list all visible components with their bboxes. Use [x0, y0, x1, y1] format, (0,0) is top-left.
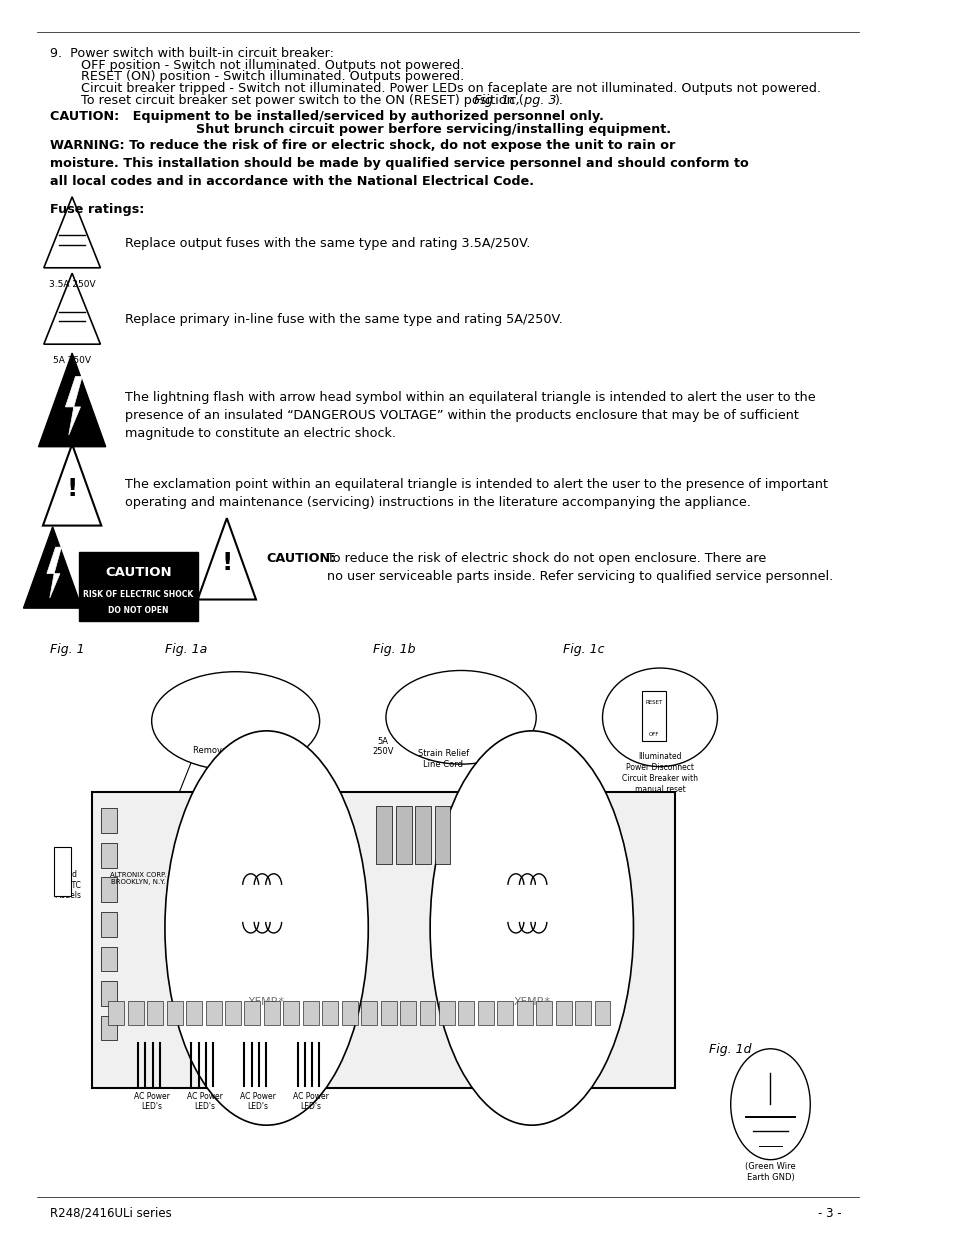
- Text: 5A 250V: 5A 250V: [53, 356, 91, 366]
- FancyBboxPatch shape: [419, 1000, 435, 1025]
- Text: - 3 -: - 3 -: [817, 1207, 841, 1219]
- Text: RISK OF ELECTRIC SHOCK: RISK OF ELECTRIC SHOCK: [83, 590, 193, 599]
- Text: XFMR*: XFMR*: [248, 997, 285, 1007]
- FancyBboxPatch shape: [395, 806, 411, 864]
- Text: Fig. 1d: Fig. 1d: [708, 1042, 750, 1056]
- Text: OFF position - Switch not illuminated. Outputs not powered.: OFF position - Switch not illuminated. O…: [81, 59, 464, 72]
- FancyBboxPatch shape: [101, 878, 117, 902]
- Ellipse shape: [730, 1049, 809, 1160]
- Text: The lightning flash with arrow head symbol within an equilateral triangle is int: The lightning flash with arrow head symb…: [125, 390, 815, 440]
- FancyBboxPatch shape: [322, 1000, 338, 1025]
- FancyBboxPatch shape: [101, 1015, 117, 1040]
- Text: AC Power
LED's: AC Power LED's: [293, 1092, 329, 1112]
- Text: ).: ).: [554, 94, 562, 106]
- Text: Shut brunch circuit power berfore servicing/installing equipment.: Shut brunch circuit power berfore servic…: [195, 124, 670, 136]
- FancyBboxPatch shape: [101, 844, 117, 868]
- FancyBboxPatch shape: [517, 1000, 532, 1025]
- Polygon shape: [66, 377, 82, 435]
- Text: Fig. 1: Fig. 1: [50, 643, 85, 656]
- FancyBboxPatch shape: [575, 1000, 591, 1025]
- Text: Used
on PTC
Models: Used on PTC Models: [54, 871, 81, 900]
- Text: CAUTION:: CAUTION:: [266, 552, 335, 566]
- Text: (Green Wire
Earth GND): (Green Wire Earth GND): [744, 1162, 795, 1182]
- FancyBboxPatch shape: [101, 809, 117, 834]
- Ellipse shape: [152, 672, 319, 771]
- Ellipse shape: [165, 731, 368, 1125]
- FancyBboxPatch shape: [264, 1000, 279, 1025]
- Text: The exclamation point within an equilateral triangle is intended to alert the us: The exclamation point within an equilate…: [125, 478, 827, 509]
- FancyBboxPatch shape: [458, 1000, 474, 1025]
- Text: Fig. 1a: Fig. 1a: [165, 643, 207, 656]
- Text: Removable Terminal
Block: Removable Terminal Block: [193, 746, 278, 766]
- Text: Fig. 1c: Fig. 1c: [562, 643, 603, 656]
- FancyBboxPatch shape: [555, 1000, 571, 1025]
- FancyBboxPatch shape: [477, 1000, 494, 1025]
- Polygon shape: [24, 527, 82, 608]
- Text: Illuminated
Power Disconnect
Circuit Breaker with
manual reset: Illuminated Power Disconnect Circuit Bre…: [621, 752, 698, 794]
- Text: Strain Relief
Line Cord: Strain Relief Line Cord: [417, 750, 469, 769]
- Text: WARNING: To reduce the risk of fire or electric shock, do not expose the unit to: WARNING: To reduce the risk of fire or e…: [50, 140, 748, 189]
- Text: Circuit breaker tripped - Switch not illuminated. Power LEDs on faceplate are no: Circuit breaker tripped - Switch not ill…: [81, 82, 821, 95]
- FancyBboxPatch shape: [147, 1000, 163, 1025]
- FancyBboxPatch shape: [128, 1000, 144, 1025]
- FancyBboxPatch shape: [101, 981, 117, 1005]
- Text: 5A
250V: 5A 250V: [373, 737, 394, 756]
- FancyBboxPatch shape: [415, 806, 431, 864]
- FancyBboxPatch shape: [244, 1000, 260, 1025]
- Text: CAUTION: CAUTION: [105, 566, 172, 579]
- FancyBboxPatch shape: [167, 1000, 182, 1025]
- Ellipse shape: [602, 668, 717, 767]
- Text: RESET (ON) position - Switch illuminated. Outputs powered.: RESET (ON) position - Switch illuminated…: [81, 70, 464, 84]
- FancyBboxPatch shape: [225, 1000, 241, 1025]
- Ellipse shape: [430, 731, 633, 1125]
- Ellipse shape: [386, 671, 536, 764]
- FancyBboxPatch shape: [361, 1000, 376, 1025]
- FancyBboxPatch shape: [594, 1000, 610, 1025]
- FancyBboxPatch shape: [101, 946, 117, 971]
- FancyBboxPatch shape: [302, 1000, 318, 1025]
- Text: AC Power
LED's: AC Power LED's: [187, 1092, 222, 1112]
- FancyBboxPatch shape: [101, 911, 117, 936]
- Text: DO NOT OPEN: DO NOT OPEN: [108, 606, 169, 615]
- Text: Fuse ratings:: Fuse ratings:: [50, 204, 144, 216]
- Text: Fig. 1c, pg. 3: Fig. 1c, pg. 3: [474, 94, 557, 106]
- FancyBboxPatch shape: [186, 1000, 202, 1025]
- FancyBboxPatch shape: [92, 793, 675, 1088]
- FancyBboxPatch shape: [283, 1000, 299, 1025]
- FancyBboxPatch shape: [438, 1000, 455, 1025]
- Text: !: !: [221, 551, 233, 576]
- Text: !: !: [67, 477, 78, 501]
- FancyBboxPatch shape: [375, 806, 392, 864]
- FancyBboxPatch shape: [206, 1000, 221, 1025]
- Text: Replace primary in-line fuse with the same type and rating 5A/250V.: Replace primary in-line fuse with the sa…: [125, 314, 562, 326]
- FancyBboxPatch shape: [399, 1000, 416, 1025]
- Text: 3.5A 250V: 3.5A 250V: [49, 279, 95, 289]
- Text: 9.  Power switch with built-in circuit breaker:: 9. Power switch with built-in circuit br…: [50, 47, 334, 61]
- Text: AC Power
LED's: AC Power LED's: [133, 1092, 170, 1112]
- Polygon shape: [38, 353, 106, 447]
- Text: CAUTION:   Equipment to be installed/serviced by authorized personnel only.: CAUTION: Equipment to be installed/servi…: [50, 110, 603, 122]
- FancyBboxPatch shape: [109, 1000, 124, 1025]
- Text: Replace output fuses with the same type and rating 3.5A/250V.: Replace output fuses with the same type …: [125, 237, 530, 249]
- Text: To reduce the risk of electric shock do not open enclosure. There are
no user se: To reduce the risk of electric shock do …: [326, 552, 832, 583]
- Text: RESET: RESET: [644, 700, 661, 705]
- FancyBboxPatch shape: [435, 806, 450, 864]
- Text: OFF: OFF: [648, 732, 659, 737]
- FancyBboxPatch shape: [341, 1000, 357, 1025]
- Text: To reset circuit breaker set power switch to the ON (RESET) position (: To reset circuit breaker set power switc…: [81, 94, 523, 106]
- FancyBboxPatch shape: [536, 1000, 552, 1025]
- Text: ALTRONIX CORP.
BROOKLYN, N.Y.: ALTRONIX CORP. BROOKLYN, N.Y.: [111, 872, 167, 885]
- Polygon shape: [47, 547, 61, 598]
- Text: AC Power
LED's: AC Power LED's: [239, 1092, 275, 1112]
- FancyBboxPatch shape: [79, 552, 197, 621]
- FancyBboxPatch shape: [641, 692, 665, 741]
- FancyBboxPatch shape: [380, 1000, 396, 1025]
- Text: Fig. 1b: Fig. 1b: [373, 643, 415, 656]
- Text: R248/2416ULi series: R248/2416ULi series: [50, 1207, 172, 1219]
- FancyBboxPatch shape: [53, 847, 71, 895]
- Text: XFMR*: XFMR*: [513, 997, 550, 1007]
- FancyBboxPatch shape: [497, 1000, 513, 1025]
